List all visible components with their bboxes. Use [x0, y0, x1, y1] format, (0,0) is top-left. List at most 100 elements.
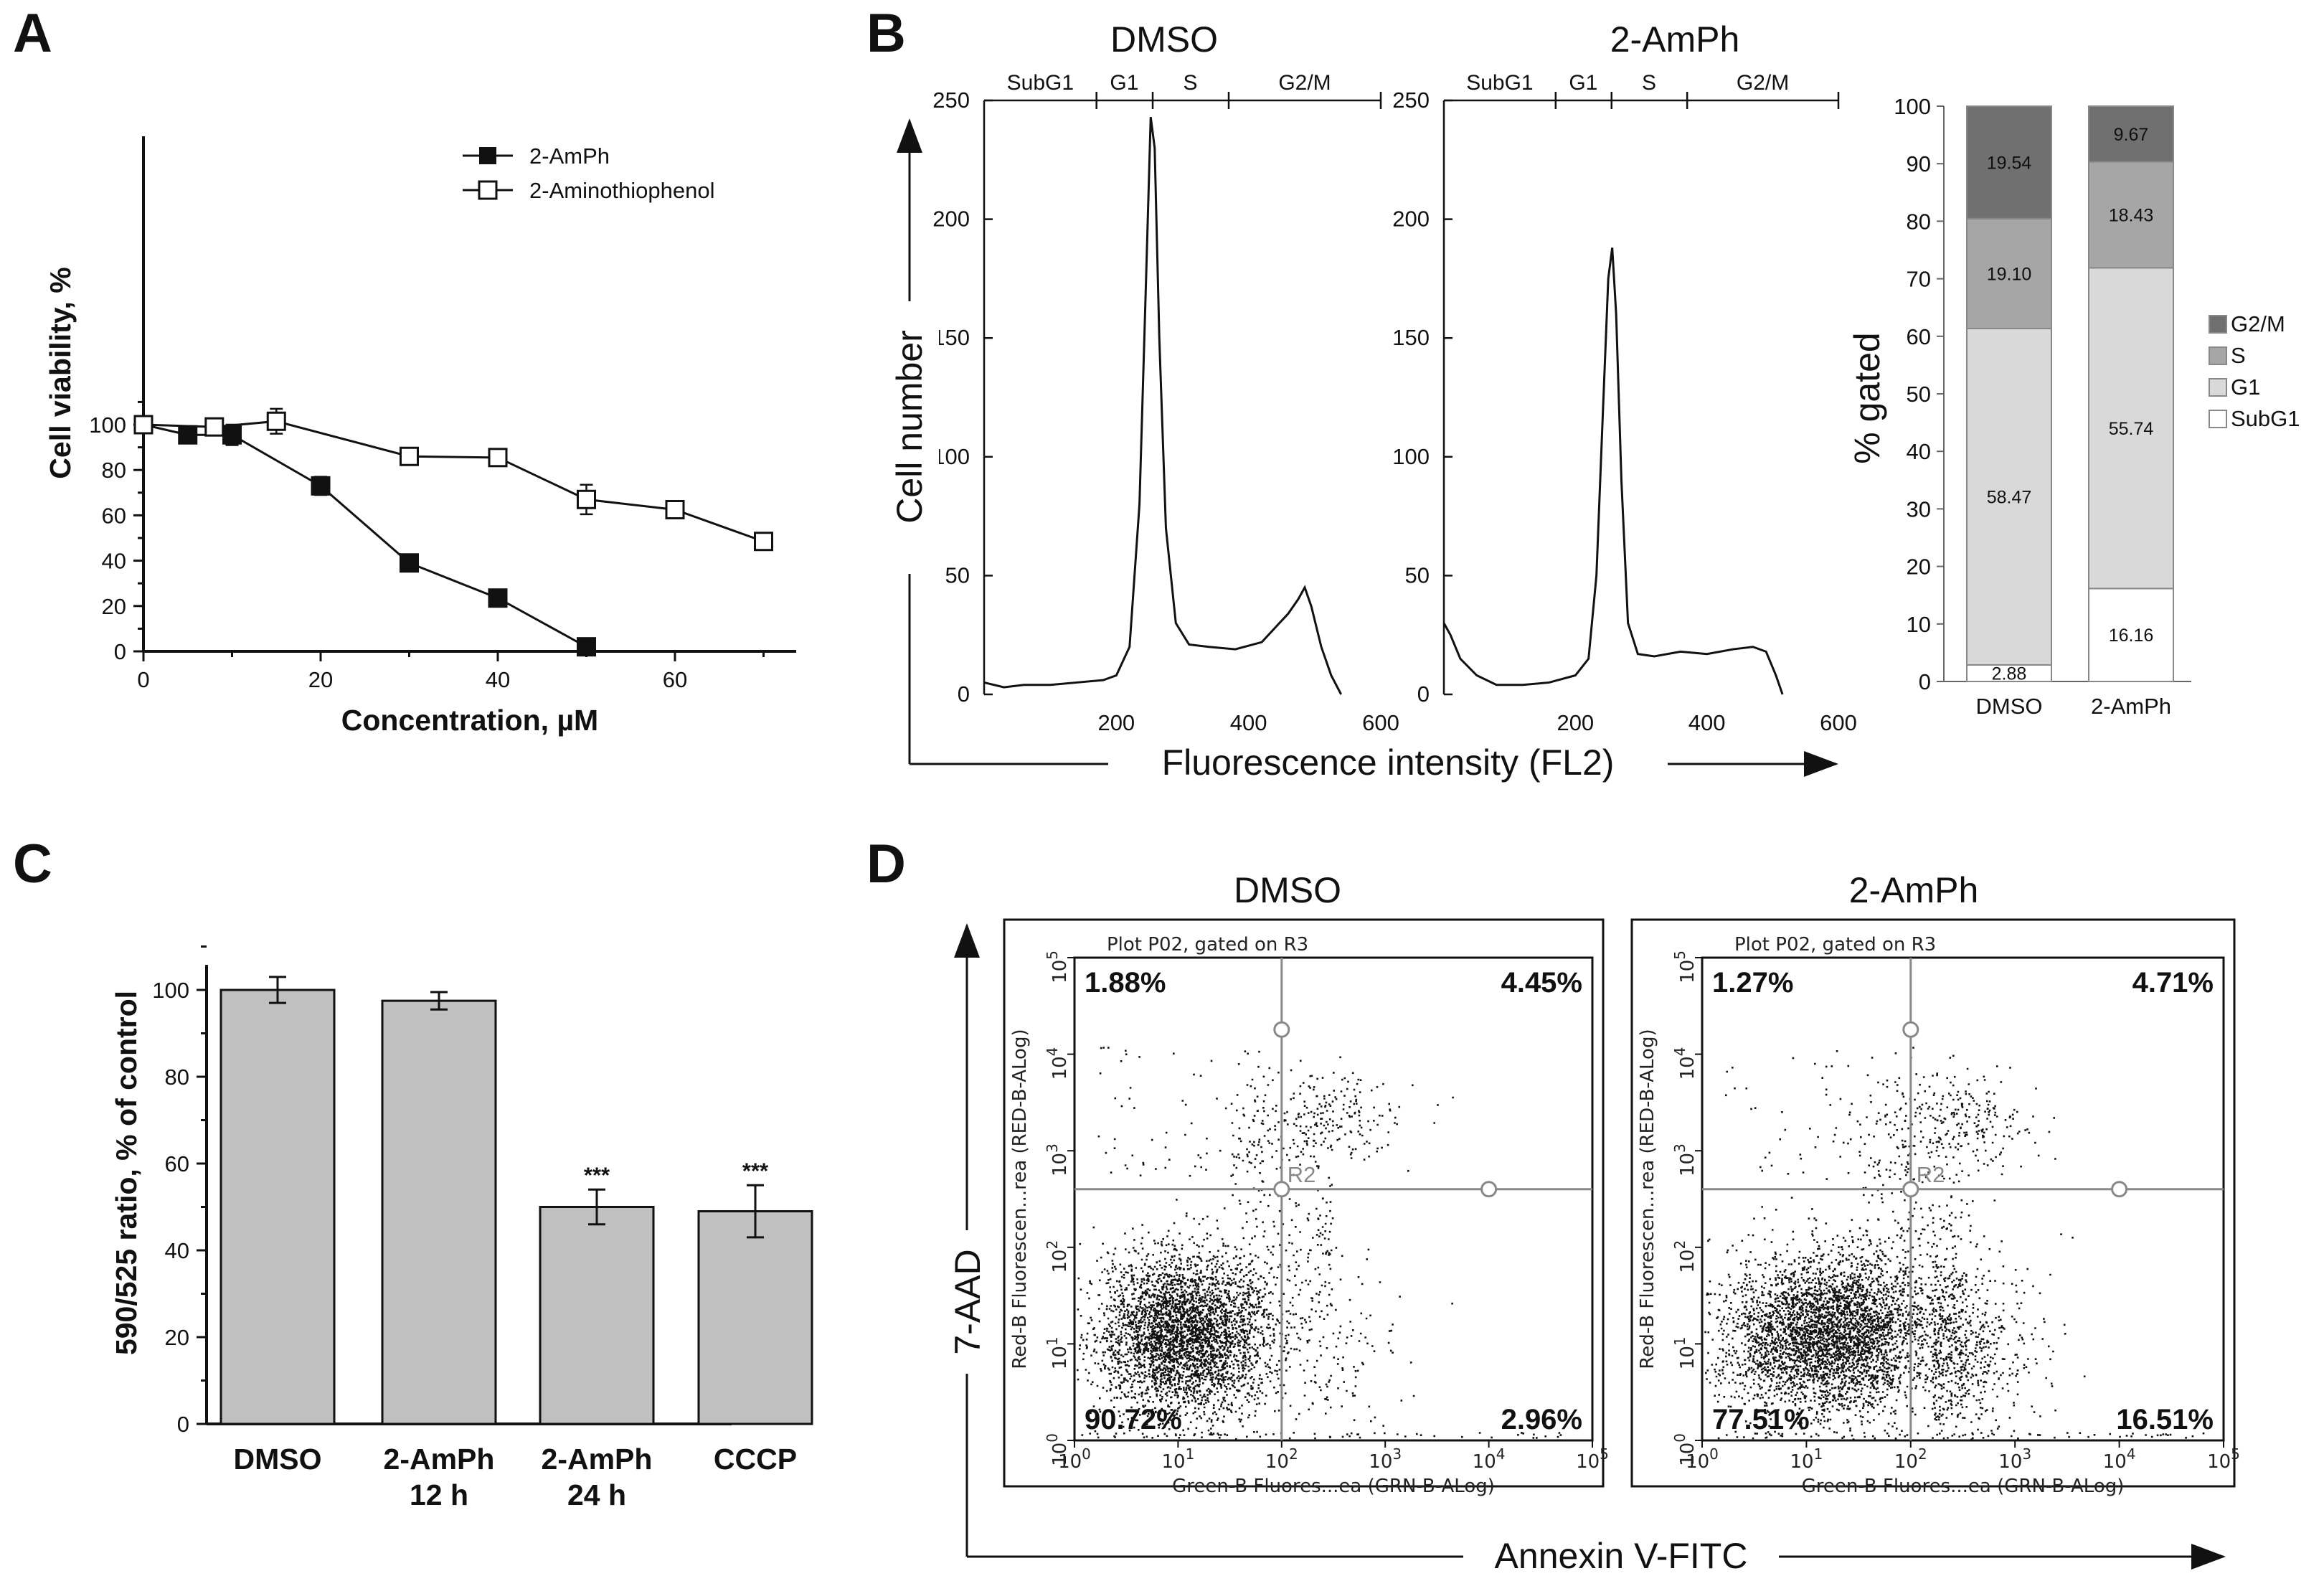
stacked-segment-label: 19.10: [1987, 264, 2032, 284]
hist-y-tick-label-2-amph: 150: [1392, 325, 1430, 350]
panel-c-y-tick-label: 0: [177, 1412, 189, 1437]
panel-a-y-label: Cell viability, %: [44, 267, 77, 478]
stacked-segment-label: 19.54: [1987, 153, 2032, 173]
stacked-y-tick-label: 40: [1907, 439, 1931, 464]
bar-1: [381, 999, 497, 1425]
legend-label-2-aminothiophenol: 2-Aminothiophenol: [529, 178, 715, 203]
panel-a-y-tick-label: 60: [102, 503, 126, 528]
panel-a-y-tick-label: 80: [102, 458, 126, 483]
panel-c-y-tick-label: 40: [165, 1238, 189, 1263]
flow-title-dmso: DMSO: [1234, 870, 1341, 910]
flow-gate-handle-dmso: [1480, 1181, 1498, 1198]
hist-y-tick-label-dmso: 0: [958, 681, 970, 707]
panel-label-d: D: [866, 834, 906, 895]
flow-scatter-dots-dmso: [1077, 1047, 1562, 1440]
bar-category-label: 2-AmPh: [384, 1443, 495, 1476]
panel-a-x-tick-label: 20: [308, 667, 333, 692]
quadrant-ul-2-amph: 1.27%: [1712, 967, 1793, 999]
panel-label-a: A: [13, 3, 52, 64]
stacked-y-tick-label: 90: [1907, 151, 1931, 176]
stacked-segment-g2m: [1966, 105, 2052, 220]
bar-2: [539, 1206, 655, 1425]
stacked-y-tick-label: 30: [1907, 496, 1931, 522]
quadrant-ul-dmso: 1.88%: [1085, 967, 1166, 999]
stacked-segment-label: 9.67: [2114, 125, 2149, 145]
flow-gate-handle-2-amph: [1902, 1021, 1919, 1038]
hist-curve-2-amph: [1442, 247, 1784, 695]
panel-a-x-tick-label: 0: [137, 667, 149, 692]
bar-0: [219, 988, 336, 1425]
bar-category-label: 12 h: [410, 1478, 468, 1511]
stacked-segment-s: [2088, 161, 2174, 269]
data-point-2-aminothiophenol: [665, 500, 685, 519]
panel-a-legend: 2-AmPh 2-Aminothiophenol: [463, 143, 715, 203]
panel-b-histograms: DMSO 2-AmPh SubG1 G1 S G2/M 0 50 100 150 200 250 2…: [879, 19, 1857, 789]
significance-label: ***: [584, 1162, 610, 1187]
flow-plot-area-2-amph: [1701, 956, 2225, 1442]
bar-category-label: DMSO: [234, 1443, 322, 1476]
stacked-segment-g1: [2088, 267, 2174, 590]
stacked-y-tick-label: 20: [1907, 555, 1931, 580]
panel-c-y-tick-label: 20: [165, 1325, 189, 1350]
stacked-segment-label: 58.47: [1987, 487, 2032, 507]
panel-b-stacked-bars: 0 10 20 30 40 50 60 70 80 90 100 2.88 58.47 19.10 19.…: [1847, 94, 2300, 719]
panel-b-x-label: Fluorescence intensity (FL2): [1162, 742, 1615, 783]
flow-gate-handle-dmso: [1273, 1181, 1290, 1198]
stacked-legend-swatch: [2209, 378, 2227, 397]
quadrant-ur-2-amph: 4.71%: [2132, 967, 2214, 999]
stacked-y-tick-label: 60: [1907, 324, 1931, 349]
stacked-y-tick-label: 0: [1919, 669, 1931, 694]
hist-y-tick-label-2-amph: 0: [1417, 681, 1430, 707]
hist-phase-label-2-amph: G2/M: [1737, 71, 1789, 95]
hist-y-tick-label-2-amph: 200: [1392, 207, 1430, 232]
stacked-category-label: 2-AmPh: [2091, 694, 2171, 719]
bar-category-label: CCCP: [714, 1443, 797, 1476]
stacked-legend-label: S: [2231, 343, 2246, 368]
hist-x-tick-label-2-amph: 200: [1557, 710, 1594, 735]
data-point-2-amph: [178, 425, 198, 445]
data-point-2-aminothiophenol: [133, 415, 153, 435]
hist-y-tick-label-dmso: 250: [932, 88, 970, 113]
hist-phase-label-dmso: G1: [1110, 71, 1138, 95]
legend-marker-2-aminothiophenol: [478, 180, 498, 200]
stacked-legend-swatch: [2209, 346, 2227, 365]
panel-c-y-tick-label: 80: [165, 1065, 189, 1090]
flow-y-axis-label-dmso: Red-B Fluorescen...rea (RED-B-ALog): [1009, 1029, 1031, 1369]
quadrant-lr-dmso: 2.96%: [1501, 1404, 1582, 1435]
stacked-category-label: DMSO: [1976, 694, 2043, 719]
bar-3: [697, 1210, 813, 1425]
hist-x-tick-label-dmso: 200: [1097, 710, 1135, 735]
data-point-2-amph: [311, 476, 331, 496]
flow-frame-2-amph: [1630, 918, 2236, 1488]
quadrant-ur-dmso: 4.45%: [1501, 967, 1582, 999]
stacked-segment-g1: [1966, 327, 2052, 666]
data-point-2-amph: [222, 425, 242, 445]
panel-a-line-chart: 0 20 40 60 0 20 40 60 80 100 2-AmPh 2-Aminothioph…: [44, 136, 796, 737]
stacked-legend-label: G1: [2231, 374, 2260, 400]
panel-c-y-tick-label: 60: [165, 1151, 189, 1176]
data-point-2-aminothiophenol: [400, 446, 419, 466]
hist-curve-dmso: [983, 116, 1343, 695]
panel-a-x-label: Concentration, µM: [341, 704, 598, 737]
panel-d-y-label: 7-AAD: [948, 1249, 988, 1354]
hist-title-2-amph: 2-AmPh: [1610, 19, 1740, 60]
flow-plot-area-dmso: [1073, 956, 1594, 1442]
data-point-2-aminothiophenol: [266, 411, 286, 431]
stacked-y-tick-label: 70: [1907, 267, 1931, 292]
flow-frame-dmso: [1003, 918, 1605, 1488]
flow-gate-handle-dmso: [1273, 1021, 1290, 1038]
hist-x-tick-label-2-amph: 600: [1820, 710, 1857, 735]
panel-a-y-tick-label: 20: [102, 594, 126, 619]
hist-y-tick-label-2-amph: 100: [1392, 444, 1430, 469]
data-point-2-amph: [400, 553, 419, 573]
data-point-2-aminothiophenol: [488, 448, 508, 468]
panel-a-x-tick-label: 60: [663, 667, 687, 692]
panel-label-b: B: [866, 3, 906, 64]
stacked-segment-s: [1966, 217, 2052, 329]
panel-a-y-tick-label: 0: [114, 639, 126, 664]
data-point-2-aminothiophenol: [204, 417, 225, 437]
stacked-segment-g2m: [2088, 105, 2174, 163]
hist-phase-label-2-amph: G1: [1569, 71, 1597, 95]
panel-label-c: C: [13, 834, 52, 895]
